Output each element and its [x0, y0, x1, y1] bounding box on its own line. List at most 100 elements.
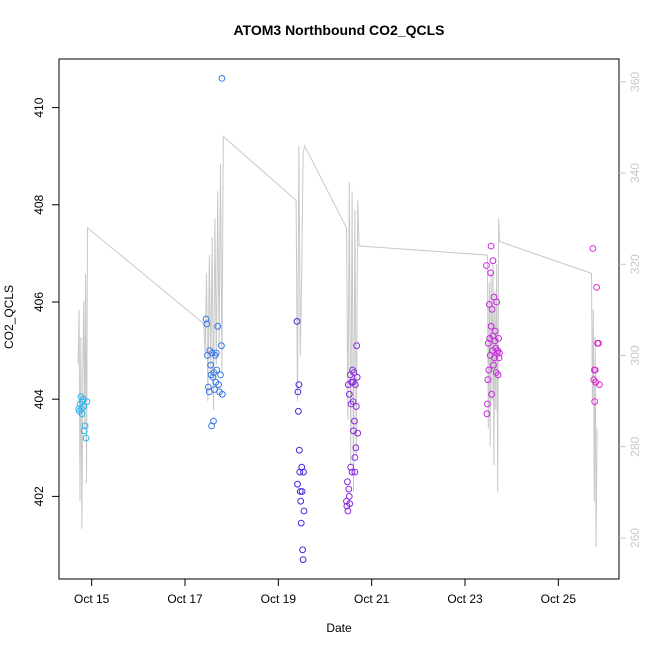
- data-point: [351, 468, 359, 476]
- data-point: [352, 444, 360, 452]
- data-point: [293, 318, 301, 325]
- data-point: [295, 446, 303, 454]
- data-point: [210, 417, 217, 425]
- data-point: [295, 381, 303, 389]
- x-tick-label: Oct 21: [354, 592, 390, 606]
- data-point: [488, 305, 496, 313]
- data-point: [82, 434, 90, 442]
- plot-frame: [58, 58, 620, 580]
- y-tick-label: 408: [32, 194, 46, 214]
- data-point: [490, 293, 498, 301]
- x-tick-label: Oct 23: [447, 592, 483, 606]
- data-point: [297, 519, 305, 527]
- data-point: [490, 361, 497, 369]
- data-point: [485, 366, 493, 374]
- data-point: [488, 390, 496, 398]
- chart-title: ATOM3 Northbound CO2_QCLS: [233, 22, 444, 38]
- x-tick-label: Oct 19: [261, 592, 297, 606]
- data-point: [298, 488, 306, 495]
- data-point: [296, 488, 304, 495]
- data-point: [204, 383, 212, 391]
- data-point: [351, 454, 359, 461]
- y-tick-label: 402: [32, 486, 46, 506]
- y-axis-label: CO2_QCLS: [2, 285, 16, 349]
- data-point: [487, 322, 495, 330]
- x-axis: Oct 15 Oct 17 Oct 19 Oct 21 Oct 23 Oct 25: [74, 578, 577, 606]
- y2-tick-label: 360: [628, 71, 642, 91]
- data-point: [353, 373, 361, 381]
- data-point: [212, 349, 220, 357]
- data-point: [348, 468, 356, 476]
- data-point: [299, 546, 307, 554]
- data-point: [202, 315, 210, 323]
- y-axis-right: 260 280 300 320 340 360: [619, 71, 642, 548]
- y2-tick-label: 340: [628, 163, 642, 183]
- data-point: [80, 403, 88, 410]
- plot-area: [58, 58, 620, 580]
- data-point: [209, 373, 217, 381]
- data-point: [78, 410, 86, 418]
- data-point: [350, 369, 358, 376]
- data-point: [83, 398, 91, 406]
- data-point: [207, 361, 215, 369]
- data-point: [493, 298, 501, 306]
- y-axis-left: 402 404 406 408 410: [32, 97, 59, 506]
- data-point: [213, 366, 221, 374]
- data-point: [495, 354, 503, 362]
- data-point: [80, 427, 88, 435]
- x-axis-label: Date: [326, 621, 352, 635]
- data-point: [487, 242, 495, 250]
- data-point: [495, 335, 503, 342]
- data-point: [484, 400, 491, 408]
- data-point: [591, 366, 599, 374]
- y2-tick-label: 260: [628, 528, 642, 548]
- data-point: [491, 354, 498, 362]
- data-point: [351, 417, 358, 425]
- x-tick-label: Oct 25: [541, 592, 577, 606]
- data-point: [299, 556, 307, 563]
- data-point: [214, 322, 222, 330]
- data-point: [483, 262, 490, 269]
- data-point: [297, 497, 305, 505]
- data-point: [294, 388, 302, 396]
- data-point: [487, 269, 495, 277]
- y2-tick-label: 300: [628, 345, 642, 365]
- data-point: [484, 376, 492, 384]
- data-point: [593, 284, 600, 291]
- data-point: [344, 478, 351, 486]
- data-point: [300, 468, 307, 476]
- data-point: [352, 403, 360, 410]
- x-tick-label: Oct 17: [167, 592, 203, 606]
- data-point: [489, 257, 497, 265]
- data-point: [218, 390, 226, 398]
- data-point: [354, 429, 362, 437]
- data-point: [589, 245, 597, 252]
- data-point: [212, 378, 220, 386]
- data-point: [203, 320, 211, 328]
- data-point: [349, 378, 357, 386]
- points-layer: [75, 75, 603, 563]
- y-tick-label: 404: [32, 389, 46, 409]
- y2-tick-label: 320: [628, 254, 642, 274]
- data-point: [343, 502, 351, 510]
- data-point: [294, 480, 301, 488]
- data-point: [81, 422, 89, 430]
- data-point: [596, 381, 603, 389]
- data-point: [484, 339, 492, 347]
- data-point: [491, 327, 499, 335]
- y2-tick-label: 280: [628, 436, 642, 456]
- data-point: [344, 507, 352, 515]
- data-point: [217, 371, 224, 379]
- data-point: [353, 342, 361, 350]
- data-point: [345, 493, 353, 500]
- y-tick-label: 410: [32, 97, 46, 117]
- data-point: [295, 407, 302, 415]
- data-point: [485, 301, 493, 308]
- data-point: [591, 398, 599, 406]
- data-point: [300, 507, 308, 515]
- data-point: [345, 390, 353, 398]
- gray-line-layer: [77, 135, 598, 548]
- x-tick-label: Oct 15: [74, 592, 110, 606]
- data-point: [483, 410, 491, 418]
